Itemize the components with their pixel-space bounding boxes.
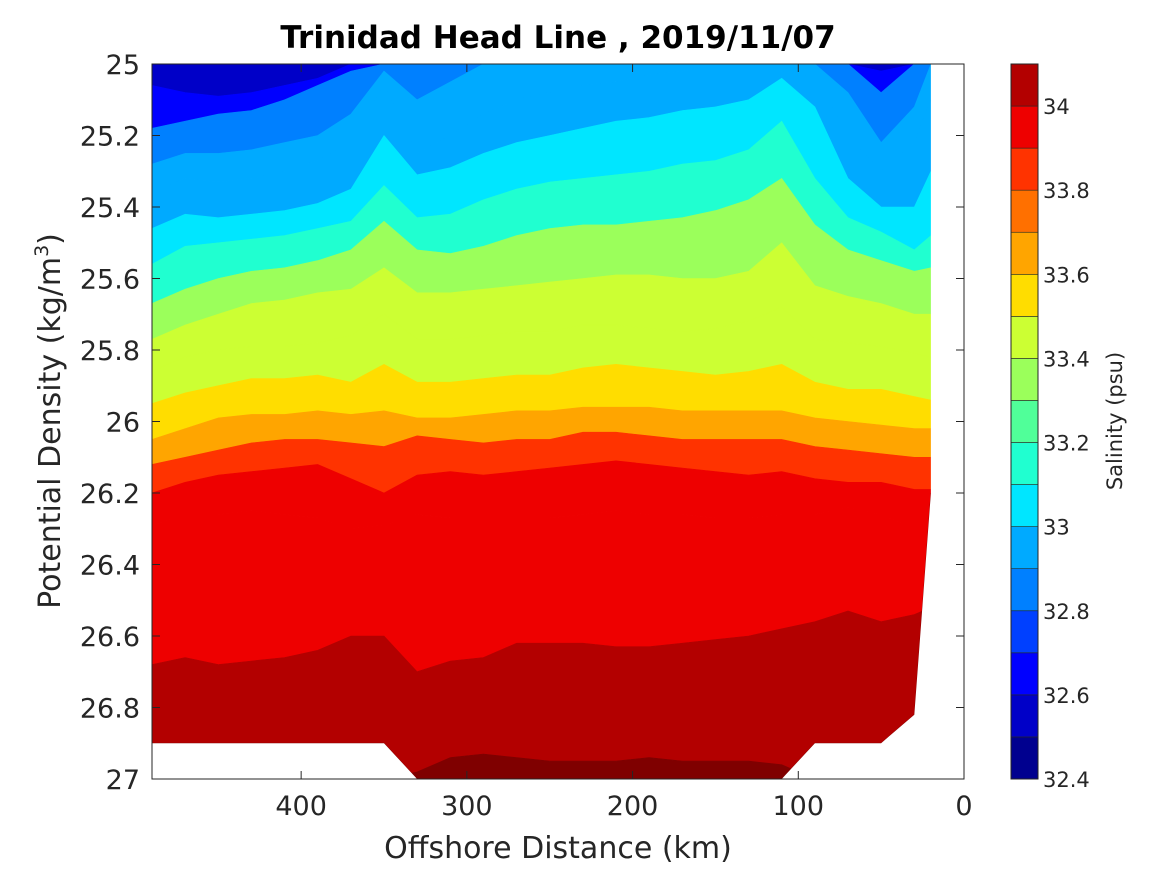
colorbar-swatch xyxy=(1010,189,1039,233)
y-axis-label: Potential Density (kg/m3) xyxy=(31,233,68,609)
colorbar-tick-label: 32.6 xyxy=(1043,684,1090,708)
colorbar-swatch xyxy=(1010,610,1039,654)
colorbar-swatch xyxy=(1010,442,1039,485)
y-tick-label: 26 xyxy=(106,408,140,439)
y-axis-label-text: Potential Density (kg/m xyxy=(33,257,68,609)
colorbar-swatch xyxy=(1010,400,1039,443)
colorbar-tick-label: 33.8 xyxy=(1043,179,1090,203)
colorbar-swatch xyxy=(1010,652,1039,696)
y-axis-label-superscript: 3 xyxy=(31,245,53,257)
x-tick-label: 0 xyxy=(955,791,972,822)
colorbar-tick-label: 32.8 xyxy=(1043,600,1090,624)
colorbar-tick-label: 33.6 xyxy=(1043,263,1090,287)
x-tick-label: 100 xyxy=(773,791,825,822)
y-tick-label: 25.2 xyxy=(80,122,140,153)
colorbar-tick-label: 33 xyxy=(1043,516,1070,540)
x-axis-label: Offshore Distance (km) xyxy=(384,831,732,866)
colorbar-swatch xyxy=(1010,484,1039,527)
y-tick-label: 25.6 xyxy=(80,265,140,296)
colorbar-swatch xyxy=(1010,105,1039,149)
colorbar-tick-label: 33.4 xyxy=(1043,347,1090,371)
x-tick-label: 200 xyxy=(607,791,659,822)
y-axis: 25 25.2 25.4 25.6 25.8 26 26.2 26.4 26.6 26.8 27 xyxy=(80,50,964,796)
contour-band xyxy=(152,64,931,97)
colorbar-swatch xyxy=(1010,316,1039,359)
colorbar-tick-label: 33.2 xyxy=(1043,432,1090,456)
colorbar-swatch xyxy=(1010,147,1039,191)
y-tick-label: 26.6 xyxy=(80,622,140,653)
colorbar-swatch xyxy=(1010,358,1039,401)
x-tick-label: 400 xyxy=(275,791,327,822)
contour-fill-layer xyxy=(152,64,964,779)
y-tick-label: 25 xyxy=(106,50,140,81)
y-tick-label: 26.8 xyxy=(80,694,140,725)
y-tick-label: 26.2 xyxy=(80,479,140,510)
y-tick-label: 26.4 xyxy=(80,551,140,582)
colorbar xyxy=(1010,63,1039,780)
colorbar-tick-label: 32.4 xyxy=(1043,768,1090,792)
colorbar-swatch xyxy=(1010,63,1039,107)
colorbar-swatch xyxy=(1010,568,1039,612)
x-axis: 400 300 200 100 0 xyxy=(275,64,973,822)
colorbar-swatch xyxy=(1010,694,1039,738)
colorbar-axis: 32.4 32.6 32.8 33 33.2 33.4 33.6 33.8 34 xyxy=(1043,95,1090,792)
y-tick-label: 27 xyxy=(106,765,140,796)
x-tick-label: 300 xyxy=(441,791,493,822)
chart-title: Trinidad Head Line , 2019/11/07 xyxy=(280,20,835,56)
colorbar-swatch xyxy=(1010,736,1039,780)
colorbar-label: Salinity (psu) xyxy=(1103,352,1127,490)
colorbar-swatch xyxy=(1010,273,1039,317)
colorbar-tick-label: 34 xyxy=(1043,95,1070,119)
y-tick-label: 25.4 xyxy=(80,193,140,224)
colorbar-swatch xyxy=(1010,526,1039,570)
colorbar-swatch xyxy=(1010,231,1039,275)
y-tick-label: 25.8 xyxy=(80,336,140,367)
colorbar-frame xyxy=(1010,63,1039,780)
y-axis-label-suffix: ) xyxy=(33,233,68,245)
